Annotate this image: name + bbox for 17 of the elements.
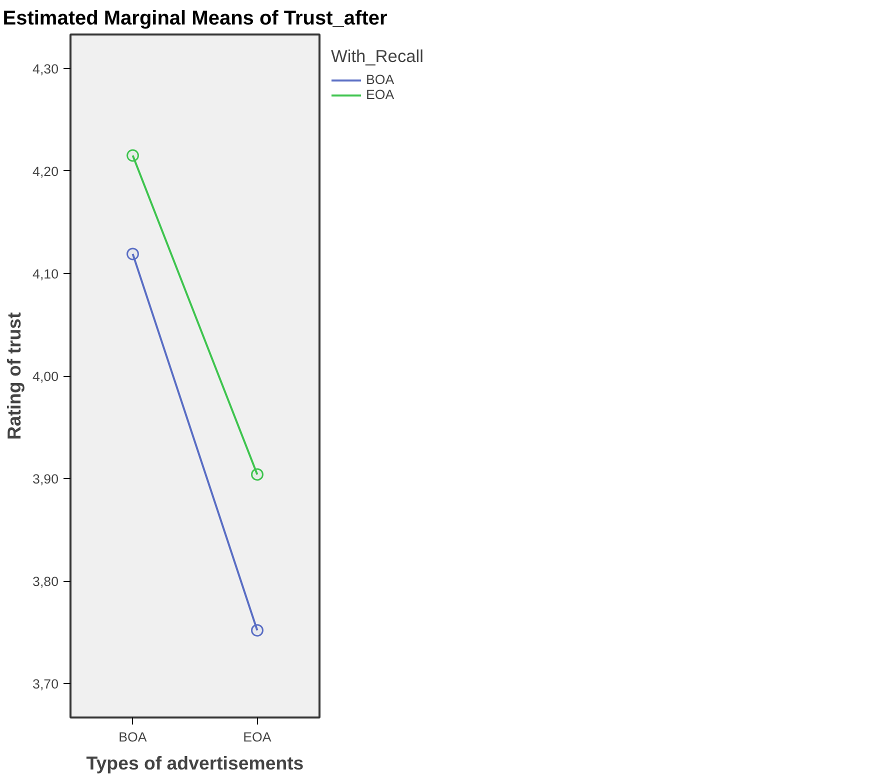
point [251, 468, 264, 481]
y-tick-label: 4,30 [32, 61, 59, 76]
legend-title: With_Recall [331, 46, 424, 67]
point [251, 624, 264, 637]
y-tick-label: 3,80 [32, 574, 59, 590]
x-axis-title: Types of advertisements [86, 752, 304, 774]
point [126, 149, 139, 162]
legend-label: BOA [366, 72, 394, 87]
y-tick-label: 3,90 [32, 472, 59, 487]
y-tick-label: 4,00 [32, 369, 59, 384]
y-axis-title: Rating of trust [4, 312, 25, 440]
y-tick-label: 4,10 [32, 266, 59, 282]
chart-title: Estimated Marginal Means of Trust_after [2, 8, 388, 30]
point [126, 248, 139, 260]
y-tick-label: 4,20 [32, 164, 59, 179]
y-tick-label: 3,70 [32, 676, 59, 692]
legend-label: EOA [366, 87, 394, 102]
